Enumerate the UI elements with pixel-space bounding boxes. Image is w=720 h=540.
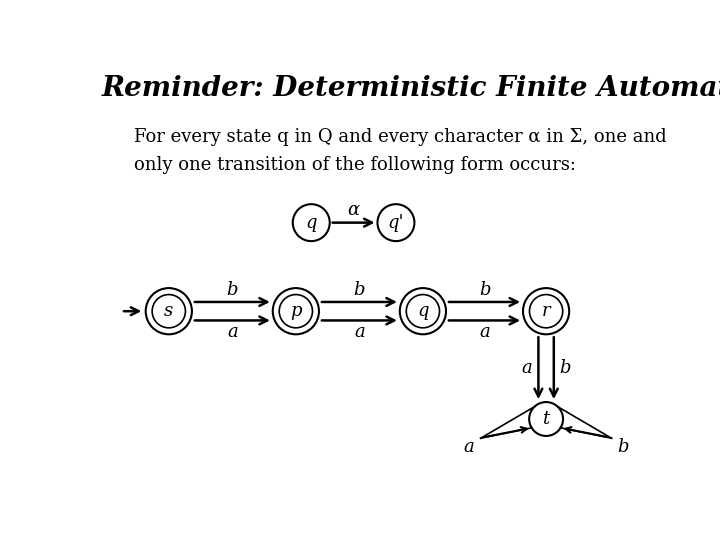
Text: b: b bbox=[617, 438, 629, 456]
Text: b: b bbox=[354, 281, 365, 299]
Text: t: t bbox=[542, 410, 550, 428]
Text: Reminder: Deterministic Finite Automata (DFA): Reminder: Deterministic Finite Automata … bbox=[102, 75, 720, 102]
Text: a: a bbox=[354, 323, 365, 341]
Text: q: q bbox=[417, 302, 428, 320]
Text: s: s bbox=[164, 302, 174, 320]
Text: p: p bbox=[290, 302, 302, 320]
Text: q': q' bbox=[387, 214, 404, 232]
Text: b: b bbox=[479, 281, 490, 299]
Text: α: α bbox=[348, 200, 360, 219]
Text: a: a bbox=[521, 359, 532, 377]
Text: b: b bbox=[227, 281, 238, 299]
Text: r: r bbox=[541, 302, 550, 320]
Text: q: q bbox=[305, 214, 317, 232]
Text: a: a bbox=[227, 323, 238, 341]
Text: a: a bbox=[479, 323, 490, 341]
Text: b: b bbox=[559, 359, 571, 377]
Text: only one transition of the following form occurs:: only one transition of the following for… bbox=[134, 156, 576, 174]
Text: For every state q in Q and every character α in Σ, one and: For every state q in Q and every charact… bbox=[134, 128, 667, 146]
Text: a: a bbox=[464, 438, 474, 456]
